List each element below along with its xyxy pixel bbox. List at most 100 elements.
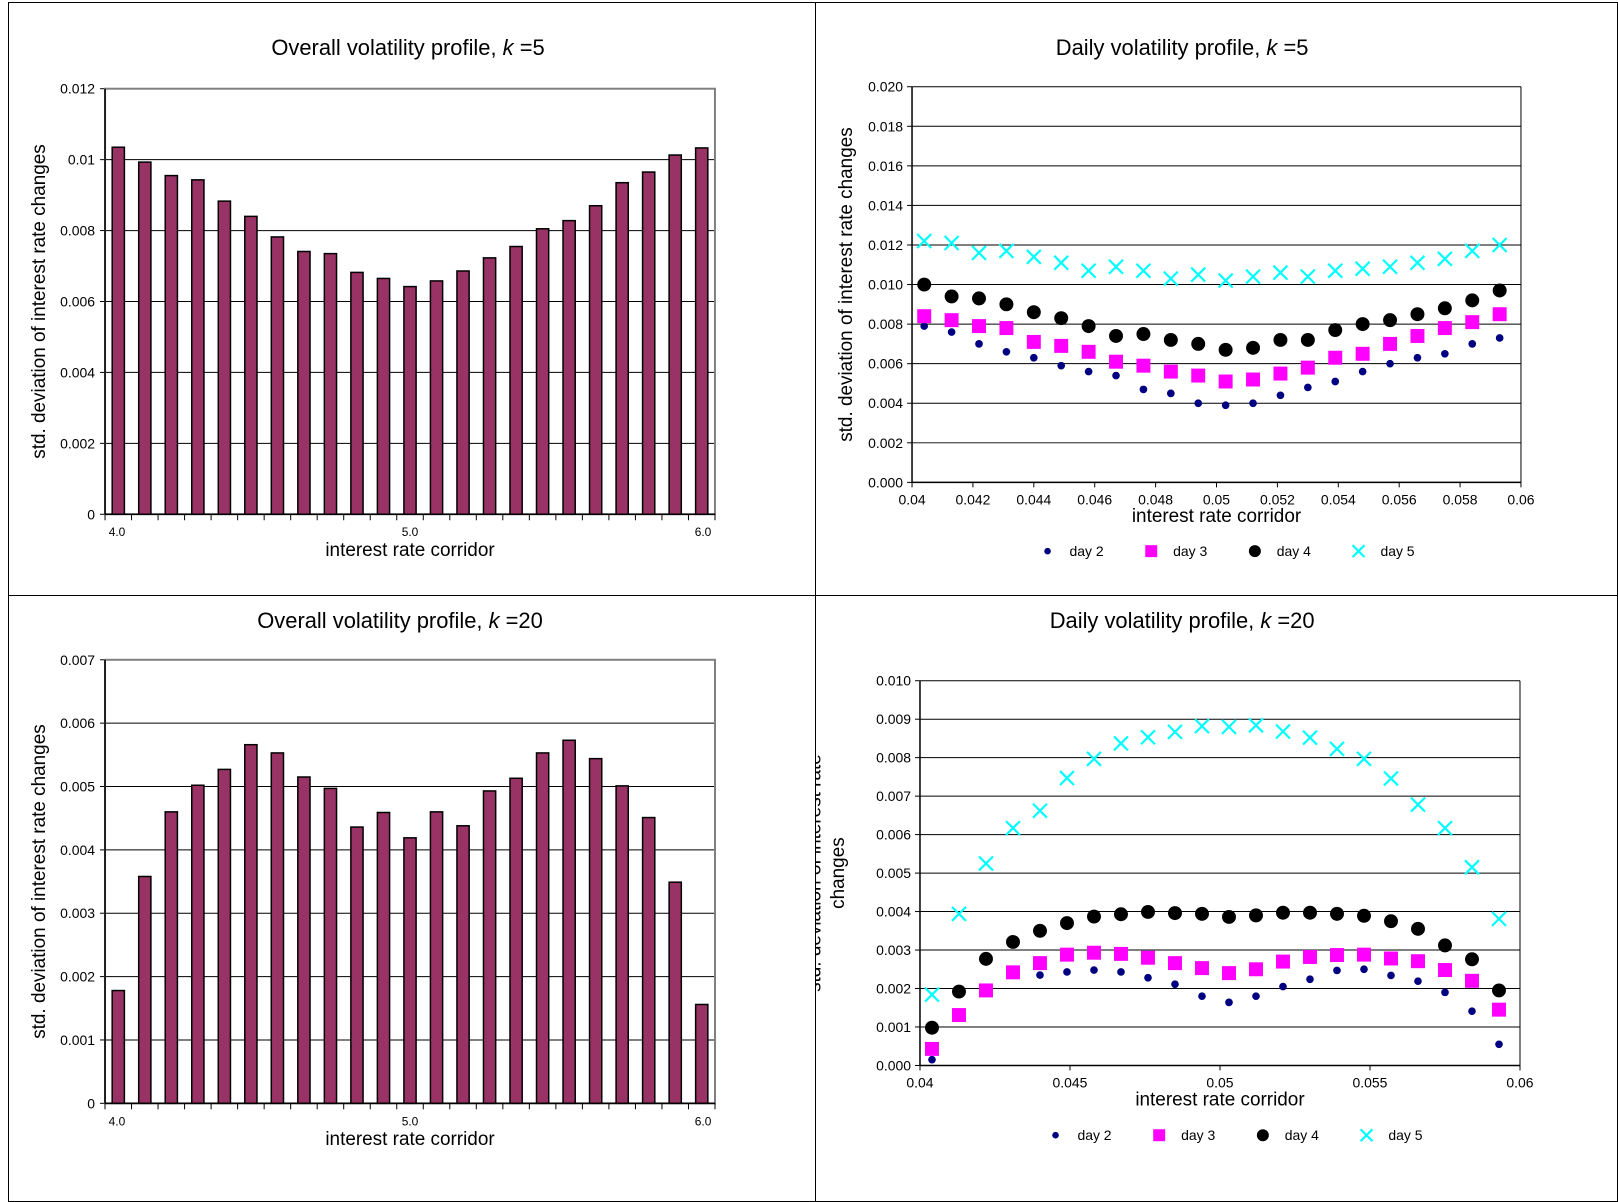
series-day-4 xyxy=(917,277,1507,357)
data-point xyxy=(1191,368,1206,383)
data-point xyxy=(1060,947,1074,962)
bar xyxy=(535,752,550,1105)
data-point xyxy=(1492,983,1506,998)
bar xyxy=(270,752,285,1105)
bar xyxy=(641,816,656,1105)
data-point xyxy=(1411,921,1425,936)
chart-title: Daily volatility profile, k =20 xyxy=(1050,608,1315,633)
y-tick-label: 0.010 xyxy=(868,277,903,293)
bar xyxy=(403,837,417,1105)
data-point xyxy=(1140,729,1156,746)
bar xyxy=(164,811,179,1105)
data-point xyxy=(1117,968,1125,976)
data-point xyxy=(1090,966,1098,974)
chart-panel-overall-k5: Overall volatility profile, k =5 0 0.002 0.… xyxy=(8,2,816,596)
data-point xyxy=(1465,973,1479,988)
bar xyxy=(137,161,152,516)
x-tick-label: 5.0 xyxy=(402,525,419,539)
bar xyxy=(535,228,550,516)
data-point xyxy=(951,906,967,922)
y-axis-label: std. deviation of interest rate changes xyxy=(836,127,857,442)
bar xyxy=(350,271,364,516)
x-tick-label: 4.0 xyxy=(109,1114,126,1128)
data-point xyxy=(1384,914,1398,929)
x-tick-label: 0.046 xyxy=(1077,491,1112,507)
data-point xyxy=(1249,399,1257,408)
series-day-2 xyxy=(920,322,1504,410)
data-point xyxy=(1355,317,1370,332)
data-point xyxy=(1252,992,1260,1001)
data-point xyxy=(975,340,983,348)
x-tick-label: 6.0 xyxy=(695,1114,712,1128)
bar xyxy=(111,989,126,1105)
data-point xyxy=(947,328,956,336)
bar xyxy=(615,785,630,1105)
legend-label: day 2 xyxy=(1069,543,1103,559)
chart-title: Overall volatility profile, k =5 xyxy=(271,35,544,60)
data-point xyxy=(1113,735,1129,752)
data-point xyxy=(1306,975,1314,984)
data-point xyxy=(1057,361,1066,370)
bar xyxy=(191,179,205,516)
data-point xyxy=(952,984,966,999)
data-point xyxy=(1386,359,1394,368)
data-point xyxy=(1355,346,1370,361)
data-point xyxy=(972,291,986,306)
data-point xyxy=(1468,1007,1476,1016)
data-point xyxy=(1060,916,1074,931)
data-point xyxy=(1249,908,1263,923)
data-point xyxy=(1002,347,1011,356)
data-point xyxy=(1135,262,1152,279)
data-point xyxy=(1171,980,1179,989)
data-point xyxy=(1464,243,1481,259)
bar xyxy=(217,768,232,1105)
y-tick-label: 0.009 xyxy=(876,711,911,727)
x-axis-label: interest rate corridor xyxy=(325,1129,494,1150)
legend: day 2 day 3 day 4 day 5 xyxy=(1052,1127,1423,1143)
chart-daily-k20: Daily volatility profile, k =20 0.000 0.00… xyxy=(816,608,1534,1143)
data-point xyxy=(1221,719,1237,735)
data-point xyxy=(1081,344,1096,359)
data-point xyxy=(1356,751,1372,767)
bar xyxy=(137,875,152,1105)
bar xyxy=(588,757,603,1105)
legend-label: day 3 xyxy=(1173,543,1207,559)
data-point xyxy=(978,855,994,872)
data-point xyxy=(1218,374,1233,389)
series-day-5 xyxy=(916,233,1508,289)
data-point xyxy=(1437,301,1452,316)
bar xyxy=(164,174,179,516)
x-tick-label: 0.045 xyxy=(1053,1074,1088,1090)
chart-title-text: Daily volatility profile, xyxy=(1050,608,1261,633)
data-point xyxy=(1413,353,1422,362)
y-tick-label: 0.004 xyxy=(868,395,903,411)
x-tick-label: 6.0 xyxy=(695,525,712,539)
y-tick-label: 0.006 xyxy=(60,293,95,309)
x-tick-label: 0.04 xyxy=(906,1074,933,1090)
data-point xyxy=(1248,545,1261,558)
data-point xyxy=(1033,956,1047,971)
data-point xyxy=(1195,906,1209,921)
data-point xyxy=(1360,965,1368,974)
data-point xyxy=(1144,973,1152,982)
y-tick-label: 0.010 xyxy=(876,673,911,689)
x-tick-label: 0.06 xyxy=(1507,491,1534,507)
data-point xyxy=(1222,966,1236,981)
data-point xyxy=(998,243,1015,259)
data-point xyxy=(1248,717,1264,734)
data-point xyxy=(1328,350,1343,365)
bar xyxy=(668,881,683,1105)
data-point xyxy=(1194,718,1210,734)
data-point xyxy=(1410,329,1425,343)
data-point xyxy=(1354,260,1371,277)
data-point xyxy=(1437,251,1453,267)
data-point xyxy=(1109,354,1124,369)
y-tick-label: 0.000 xyxy=(868,474,903,490)
data-point xyxy=(1026,305,1041,320)
y-tick-label: 0.008 xyxy=(876,750,911,766)
data-point xyxy=(1033,923,1047,938)
data-point xyxy=(1217,272,1234,289)
x-tick-label: 0.048 xyxy=(1138,491,1173,507)
data-point xyxy=(1302,729,1318,746)
data-point xyxy=(1087,909,1101,924)
